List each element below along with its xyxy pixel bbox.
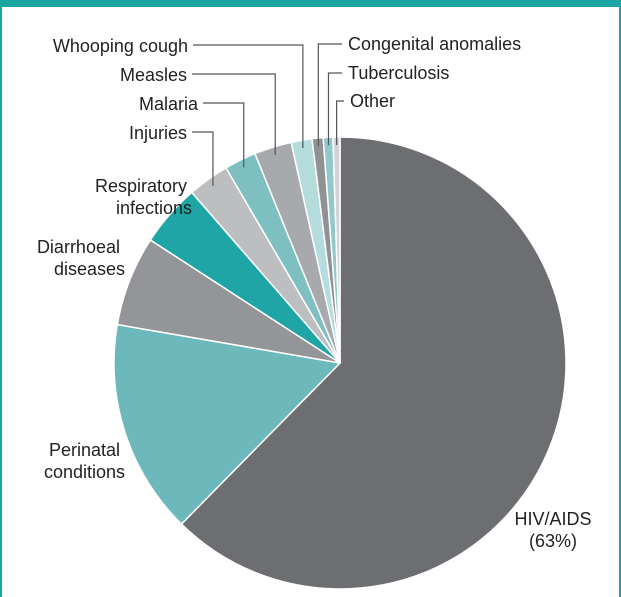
label-diarrhoeal-diseases: Diarrhoeal diseases: [37, 237, 125, 279]
label-tuberculosis: Tuberculosis: [348, 63, 449, 83]
leader-line-malaria: [203, 102, 245, 168]
leader-line-congenital-anomalies: [317, 43, 342, 147]
label-perinatal-conditions: Perinatal conditions: [44, 440, 125, 482]
label-malaria: Malaria: [139, 94, 199, 114]
label-hiv-aids: HIV/AIDS: [514, 509, 591, 529]
label-hiv-aids-percent: (63%): [529, 531, 577, 551]
pie-slice-perinatal-conditions: [113, 323, 342, 526]
leader-line-tuberculosis: [327, 72, 342, 146]
label-respiratory-infections: Respiratory infections: [95, 176, 192, 218]
label-congenital-anomalies: Congenital anomalies: [348, 34, 521, 54]
label-whooping-cough: Whooping cough: [53, 36, 188, 56]
leader-line-whooping-cough: [193, 44, 304, 149]
label-measles: Measles: [120, 65, 187, 85]
leader-line-injuries: [192, 131, 214, 186]
leader-line-other: [336, 100, 344, 146]
pie-slices: [113, 136, 567, 590]
leader-line-measles: [192, 73, 276, 155]
label-other: Other: [350, 91, 395, 111]
leader-lines: [192, 43, 344, 186]
pie-slice-hiv-aids: [180, 136, 567, 590]
label-injuries: Injuries: [129, 123, 187, 143]
